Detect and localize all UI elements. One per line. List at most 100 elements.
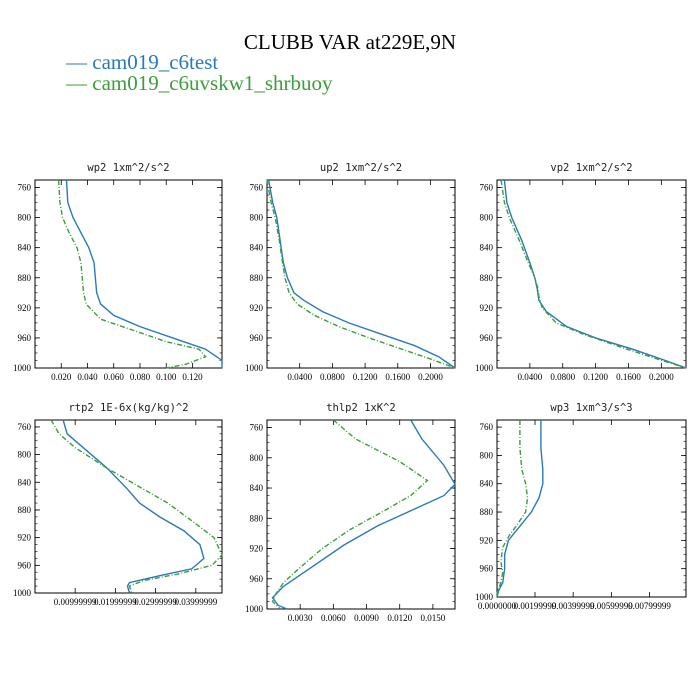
- y-tick-label: 880: [250, 273, 264, 283]
- x-tick-label: 0.0150: [421, 613, 446, 623]
- panel-title: wp3 1xm^3/s^3: [550, 402, 632, 414]
- x-tick-label: 0.0800: [550, 372, 575, 382]
- x-tick-label: 0.0000000: [478, 601, 517, 611]
- x-tick-label: 0.00199999: [514, 601, 557, 611]
- x-tick-label: 0.00799999: [628, 601, 671, 611]
- y-tick-label: 840: [18, 477, 32, 487]
- series-line-c6test: [65, 179, 223, 368]
- series-line-shrbuoy: [50, 419, 223, 594]
- legend-dash: —: [66, 50, 93, 74]
- y-tick-label: 1000: [13, 588, 32, 598]
- x-tick-label: 0.060: [104, 372, 125, 382]
- y-tick-label: 920: [480, 535, 494, 545]
- series-line-c6test: [267, 179, 456, 369]
- y-tick-label: 960: [250, 333, 264, 343]
- y-tick-label: 840: [250, 243, 264, 253]
- y-tick-label: 840: [480, 479, 494, 489]
- y-tick-label: 920: [250, 544, 264, 554]
- legend-entry-c6test: — cam019_c6test: [66, 51, 218, 73]
- y-tick-label: 920: [18, 533, 32, 543]
- y-tick-label: 760: [480, 183, 494, 193]
- panel-title: rtp2 1E-6x(kg/kg)^2: [68, 402, 188, 414]
- y-tick-label: 880: [480, 273, 494, 283]
- y-tick-label: 800: [18, 213, 32, 223]
- y-tick-label: 800: [480, 450, 494, 460]
- y-tick-label: 880: [250, 513, 264, 523]
- series-line-shrbuoy: [500, 179, 687, 369]
- x-tick-label: 0.0800: [320, 372, 345, 382]
- x-tick-label: 0.1200: [353, 372, 378, 382]
- x-tick-label: 0.00599999: [590, 601, 633, 611]
- y-tick-label: 920: [480, 303, 494, 313]
- plot-frame: [496, 419, 687, 598]
- y-tick-label: 800: [18, 450, 32, 460]
- plot-frame: [34, 179, 223, 369]
- y-tick-label: 840: [18, 243, 32, 253]
- y-tick-label: 1000: [13, 363, 32, 373]
- x-tick-label: 0.100: [156, 372, 177, 382]
- x-tick-label: 0.0030: [288, 613, 313, 623]
- x-tick-label: 0.00399999: [552, 601, 595, 611]
- y-tick-label: 840: [250, 483, 264, 493]
- y-tick-label: 760: [18, 422, 32, 432]
- y-tick-label: 960: [250, 574, 264, 584]
- y-tick-label: 760: [18, 183, 32, 193]
- x-tick-label: 0.1200: [583, 372, 608, 382]
- panel-title: wp2 1xm^2/s^2: [87, 162, 169, 174]
- x-tick-label: 0.0120: [387, 613, 412, 623]
- x-tick-label: 0.01999999: [94, 597, 137, 607]
- plot-frame: [266, 419, 456, 610]
- y-tick-label: 1000: [245, 604, 264, 614]
- y-tick-label: 880: [480, 507, 494, 517]
- plot-frame: [34, 419, 223, 594]
- plot-frame: [496, 179, 687, 369]
- x-tick-label: 0.0060: [321, 613, 346, 623]
- y-tick-label: 920: [18, 303, 32, 313]
- x-tick-label: 0.0400: [287, 372, 312, 382]
- y-tick-label: 960: [480, 564, 494, 574]
- x-tick-label: 0.03999999: [174, 597, 217, 607]
- x-tick-label: 0.0400: [517, 372, 542, 382]
- x-tick-label: 0.02999999: [134, 597, 177, 607]
- y-tick-label: 800: [250, 453, 264, 463]
- legend-entry-shrbuoy: — cam019_c6uvskw1_shrbuoy: [66, 72, 333, 94]
- y-tick-label: 880: [18, 273, 32, 283]
- y-tick-label: 1000: [475, 592, 494, 602]
- legend-label: cam019_c6uvskw1_shrbuoy: [92, 71, 333, 95]
- x-tick-label: 0.2000: [649, 372, 674, 382]
- plot-frame: [266, 179, 456, 369]
- y-tick-label: 1000: [475, 363, 494, 373]
- x-tick-label: 0.020: [51, 372, 72, 382]
- series-line-c6test: [271, 419, 456, 610]
- y-tick-label: 760: [250, 423, 264, 433]
- legend-dash: —: [66, 71, 93, 95]
- y-tick-label: 760: [480, 422, 494, 432]
- y-tick-label: 840: [480, 243, 494, 253]
- series-line-c6test: [496, 420, 544, 598]
- x-tick-label: 0.00999999: [54, 597, 97, 607]
- y-tick-label: 960: [18, 560, 32, 570]
- x-tick-label: 0.120: [182, 372, 203, 382]
- y-tick-label: 920: [250, 303, 264, 313]
- panel-title: vp2 1xm^2/s^2: [550, 162, 632, 174]
- panel-title: thlp2 1xK^2: [326, 402, 396, 414]
- x-tick-label: 0.1600: [616, 372, 641, 382]
- y-tick-label: 1000: [245, 363, 264, 373]
- page-title: CLUBB VAR at229E,9N: [243, 30, 457, 54]
- series-line-shrbuoy: [496, 420, 529, 597]
- x-tick-label: 0.2000: [418, 372, 443, 382]
- y-tick-label: 800: [250, 213, 264, 223]
- y-tick-label: 960: [480, 333, 494, 343]
- y-tick-label: 800: [480, 213, 494, 223]
- y-tick-label: 880: [18, 505, 32, 515]
- x-tick-label: 0.080: [130, 372, 151, 382]
- series-line-shrbuoy: [57, 179, 207, 369]
- legend-label: cam019_c6test: [92, 50, 219, 74]
- x-tick-label: 0.1600: [385, 372, 410, 382]
- series-line-c6test: [503, 179, 687, 369]
- series-line-shrbuoy: [271, 419, 429, 610]
- y-tick-label: 760: [250, 183, 264, 193]
- x-tick-label: 0.040: [77, 372, 98, 382]
- panel-title: up2 1xm^2/s^2: [320, 162, 402, 174]
